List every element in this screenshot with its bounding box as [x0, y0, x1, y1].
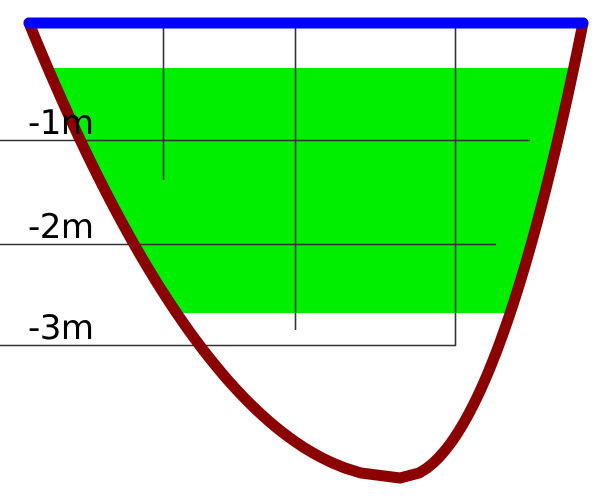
horizontal-gridlines [0, 139, 530, 347]
depth-label-2m: -2m [28, 207, 94, 247]
depth-label-1m: -1m [28, 103, 94, 143]
vertical-gridlines [162, 27, 457, 346]
depth-label-3m: -3m [28, 308, 94, 348]
channel-bed-curve [23, 17, 589, 484]
